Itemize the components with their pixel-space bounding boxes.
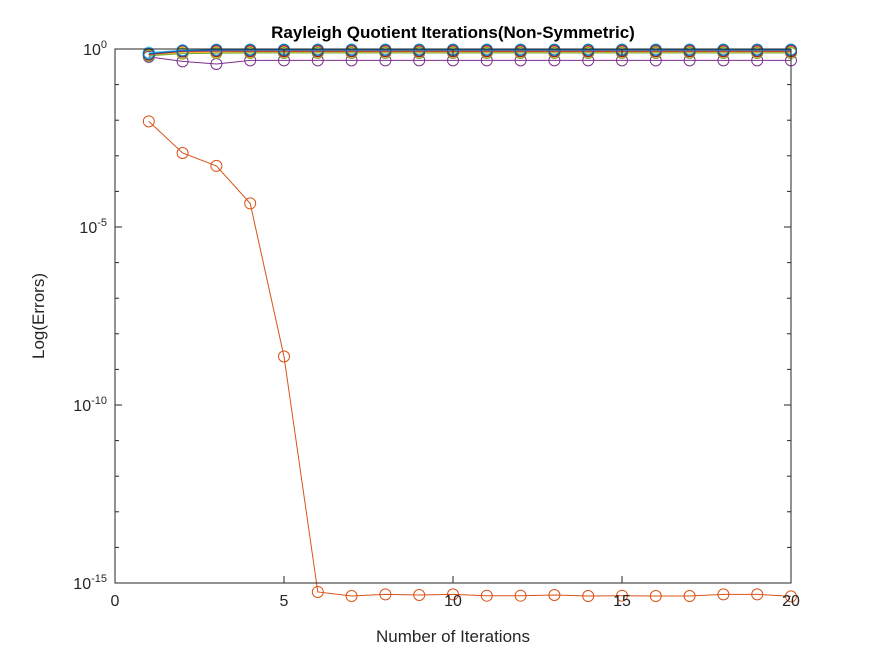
data-point: [176, 146, 189, 159]
x-tick-label: 15: [613, 593, 631, 610]
data-point: [616, 589, 628, 602]
series-layer: [142, 43, 797, 603]
y-tick-label: 10-15: [73, 573, 107, 593]
data-point: [244, 43, 257, 56]
data-point: [176, 44, 189, 57]
x-tick-label: 10: [444, 593, 462, 610]
series-8: [142, 43, 797, 60]
chart-title: Rayleigh Quotient Iterations(Non-Symmetr…: [271, 23, 635, 42]
data-point: [142, 115, 155, 128]
x-tick-label: 5: [280, 593, 289, 610]
x-tick-label: 0: [111, 593, 120, 610]
y-tick-label: 10-10: [73, 395, 107, 415]
data-point: [582, 43, 595, 56]
data-point: [311, 585, 324, 598]
data-point: [649, 590, 662, 603]
y-tick-label: 10-5: [79, 217, 107, 237]
data-point: [649, 43, 662, 56]
data-point: [142, 47, 155, 60]
data-point: [548, 589, 561, 602]
data-point: [582, 590, 595, 603]
data-point: [447, 588, 459, 601]
data-point: [683, 590, 696, 603]
data-point: [345, 590, 358, 603]
x-axis-label: Number of Iterations: [376, 627, 530, 646]
data-point: [548, 43, 561, 56]
data-point: [379, 43, 392, 56]
data-point: [345, 43, 358, 56]
y-tick-label: 100: [83, 39, 107, 59]
data-point: [311, 43, 324, 56]
x-tick-label: 20: [782, 593, 800, 610]
data-point: [717, 43, 730, 56]
data-point: [278, 350, 290, 363]
data-point: [480, 589, 493, 602]
data-point: [717, 588, 730, 601]
data-point: [413, 43, 426, 56]
data-point: [210, 43, 223, 56]
data-point: [785, 590, 797, 603]
data-point: [210, 159, 223, 172]
data-point: [379, 588, 392, 601]
data-point: [480, 43, 493, 56]
tick-layer: 0 5 10 15 20 100 10-5 10-10 10-15: [73, 39, 800, 610]
data-point: [244, 197, 257, 210]
data-point: [413, 589, 426, 602]
data-point: [751, 588, 764, 601]
data-point: [751, 43, 764, 56]
y-axis-label: Log(Errors): [29, 273, 48, 359]
data-point: [683, 43, 696, 56]
series-2: [142, 115, 797, 603]
data-point: [514, 43, 527, 56]
data-point: [514, 589, 527, 602]
plot-area: [115, 49, 791, 583]
